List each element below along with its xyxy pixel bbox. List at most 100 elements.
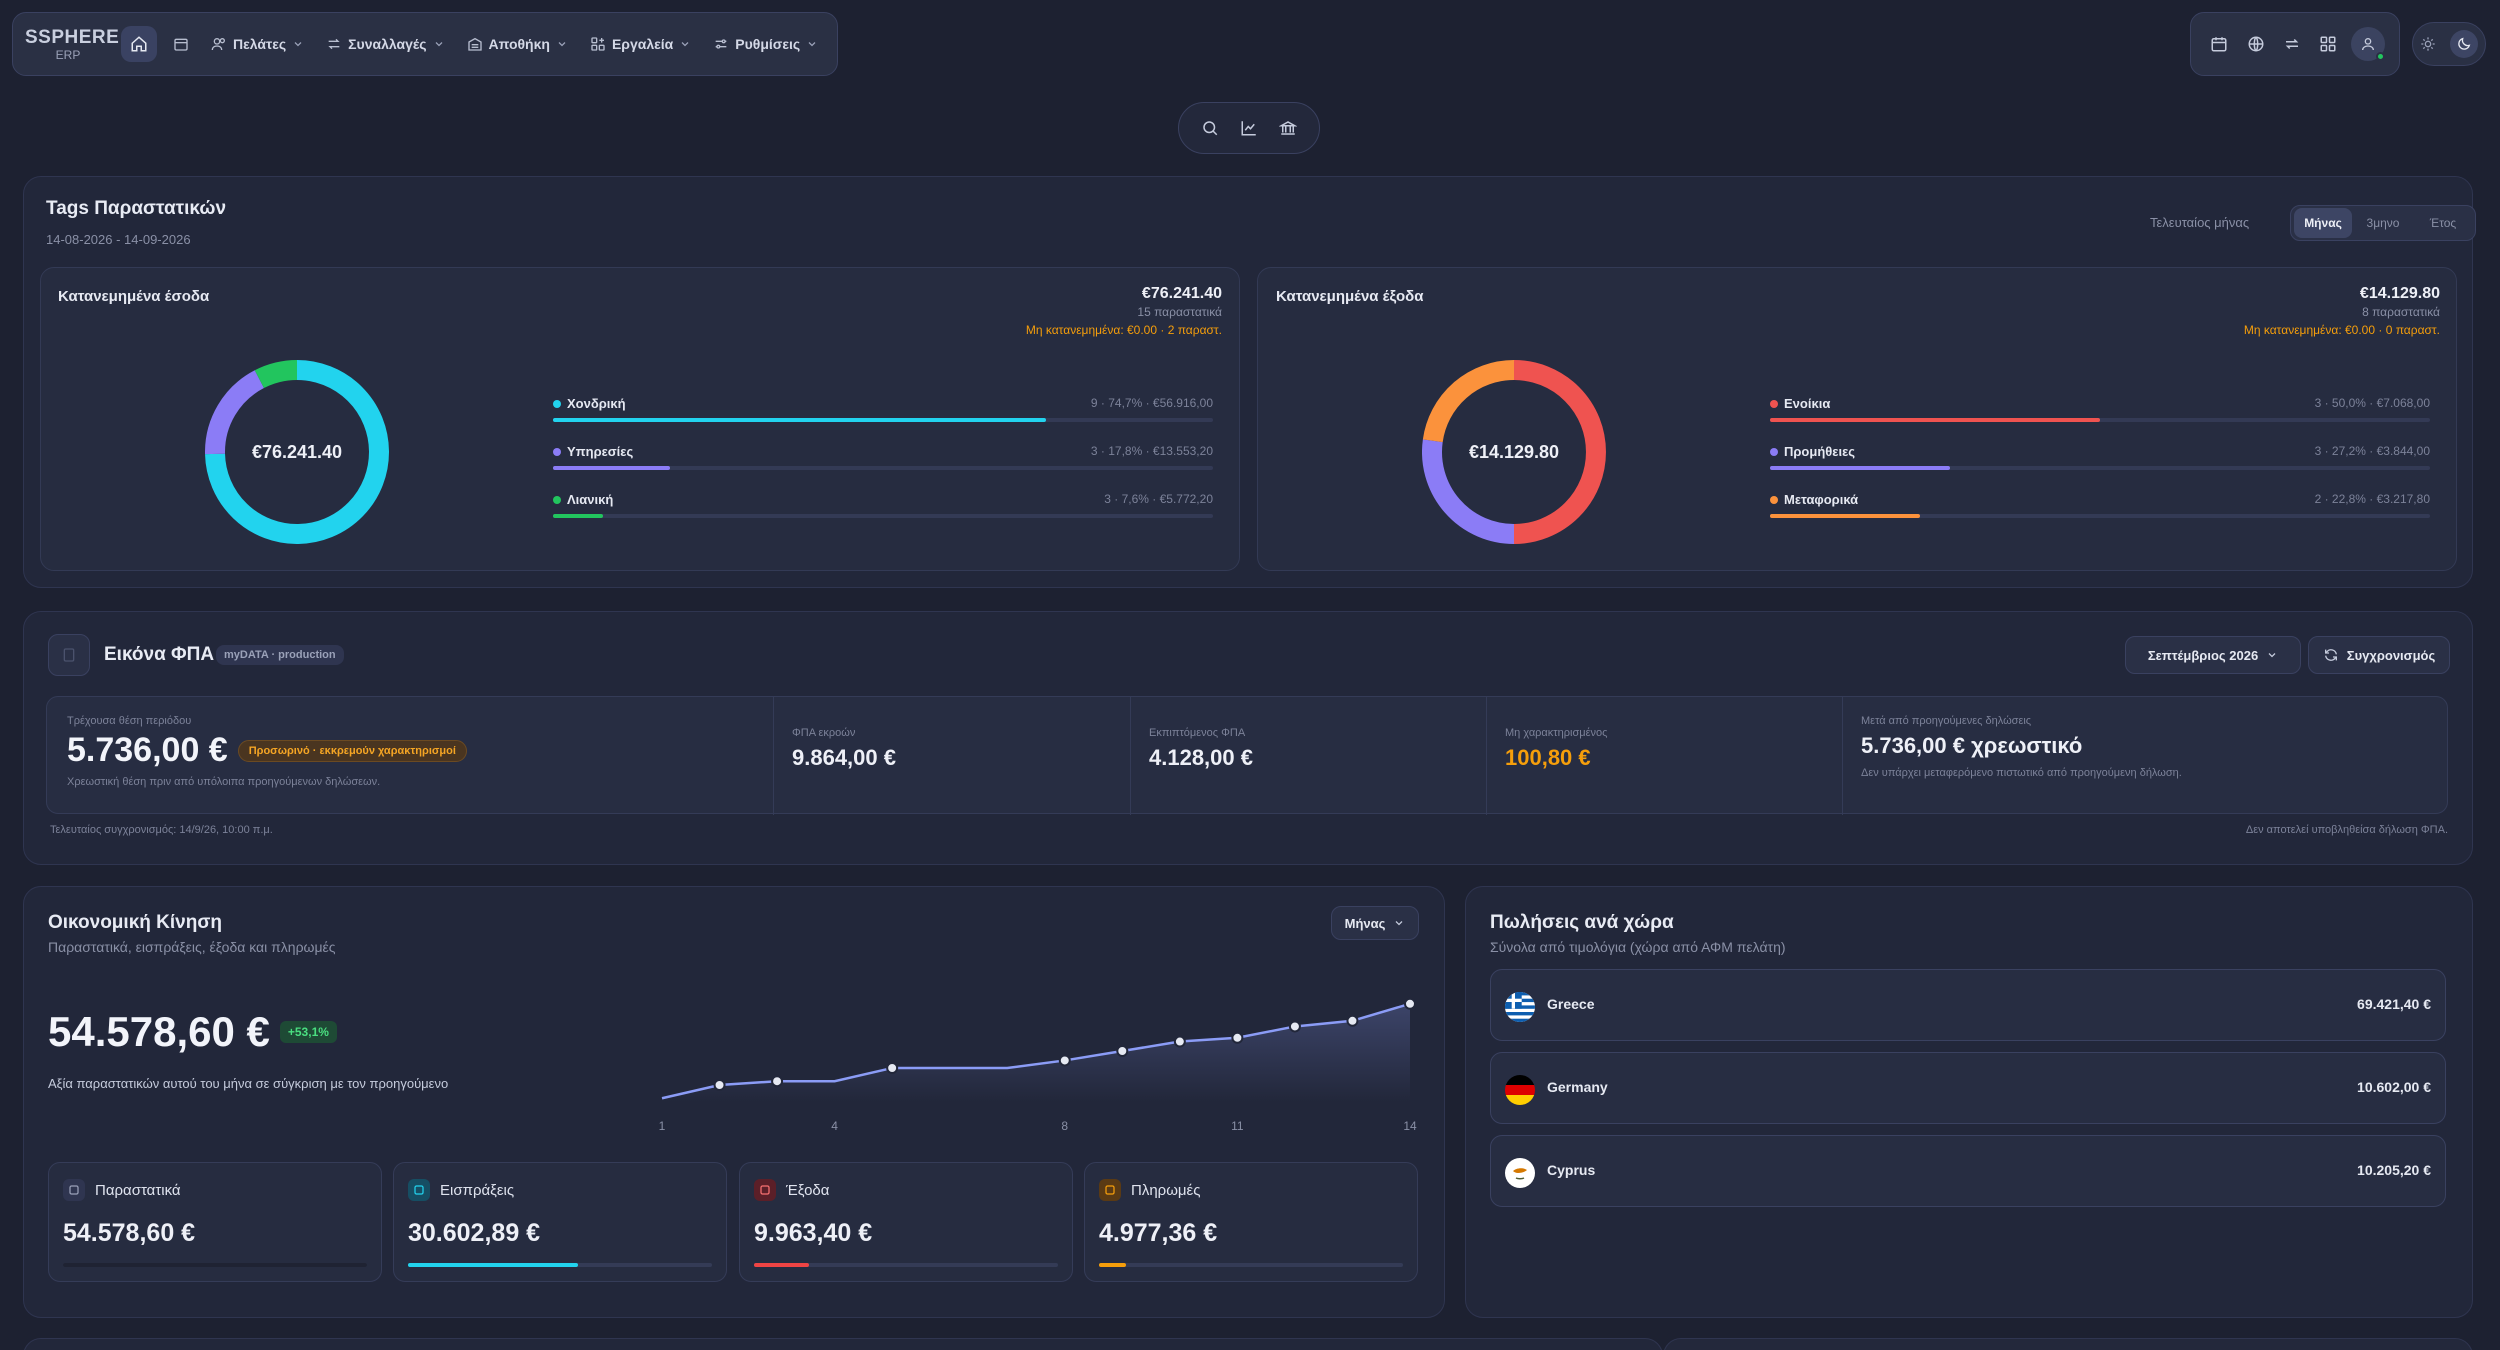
- data-point[interactable]: [713, 1079, 726, 1091]
- data-point[interactable]: [771, 1075, 784, 1088]
- sun-icon: [2421, 37, 2435, 51]
- country-row-cyprus[interactable]: Cyprus 10.205,20 €: [1490, 1135, 2446, 1207]
- data-point[interactable]: [1173, 1035, 1186, 1048]
- vat-deductible-label: Εκπιπτόμενος ΦΠΑ: [1149, 727, 1246, 739]
- vat-disclaimer: Δεν αποτελεί υποβληθείσα δήλωση ΦΠΑ.: [2245, 824, 2448, 836]
- legend-value: 3 · 7,6% · €5.772,20: [1104, 492, 1213, 506]
- data-point[interactable]: [1346, 1014, 1359, 1027]
- data-point[interactable]: [886, 1062, 899, 1074]
- line-area: [662, 1003, 1410, 1102]
- finance-total: 54.578,60 €: [48, 1008, 270, 1055]
- finance-subtitle: Παραστατικά, εισπράξεις, έξοδα και πληρω…: [48, 939, 336, 955]
- kpi-card-expenses[interactable]: Έξοδα 9.963,40 €: [739, 1162, 1073, 1282]
- nav-tools-label: Εργαλεία: [611, 36, 674, 52]
- vat-current: Τρέχουσα θέση περιόδου 5.736,00 € Προσωρ…: [67, 715, 807, 788]
- expense-totals: €14.129.80 8 παραστατικά Μη κατανεμημένα…: [2244, 285, 2440, 337]
- data-point[interactable]: [1231, 1031, 1244, 1044]
- calendar-button[interactable]: [167, 30, 195, 58]
- donut-slice[interactable]: [254, 360, 298, 389]
- legend-label: Υπηρεσίες: [567, 444, 634, 459]
- app-logo[interactable]: SSPHERE ERP: [25, 26, 120, 61]
- tags-date-range: 14-08-2026 - 14-09-2026: [46, 232, 191, 247]
- legend-row[interactable]: Ενοίκια 3 · 50,0% · €7.068,00: [1770, 396, 2430, 424]
- kpi-card-documents[interactable]: Παραστατικά 54.578,60 €: [48, 1162, 382, 1282]
- donut-slice[interactable]: [1422, 439, 1515, 544]
- data-point[interactable]: [1058, 1054, 1071, 1067]
- kpi-title: Εισπράξεις: [408, 1179, 514, 1201]
- donut-slice[interactable]: [1513, 360, 1606, 544]
- kpi-bar: [754, 1263, 1058, 1267]
- period-label: Τελευταίος μήνας: [2150, 215, 2250, 230]
- bank-icon: [1278, 121, 1297, 135]
- legend-value: 3 · 27,2% · €3.844,00: [2314, 444, 2430, 458]
- legend-label: Μεταφορικά: [1784, 492, 1859, 507]
- swap-icon: [2285, 38, 2299, 50]
- calendar-button[interactable]: [2205, 30, 2233, 58]
- kpi-card-payments[interactable]: Πληρωμές 4.977,36 €: [1084, 1162, 1418, 1282]
- legend-row[interactable]: Υπηρεσίες 3 · 17,8% · €13.553,20: [553, 444, 1213, 472]
- nav-settings[interactable]: Ρυθμίσεις: [707, 26, 824, 62]
- analytics-button[interactable]: [1235, 114, 1263, 142]
- data-point[interactable]: [1404, 997, 1416, 1010]
- legend-dot: [1770, 495, 1778, 504]
- period-month[interactable]: Μήνας: [2294, 208, 2352, 238]
- receipt-icon: [63, 648, 75, 662]
- finance-period-select[interactable]: Μήνας: [1331, 906, 1419, 940]
- expense-donut: [1422, 360, 1606, 544]
- donut-slice[interactable]: [205, 360, 389, 544]
- period-quarter[interactable]: 3μηνο: [2366, 216, 2400, 230]
- kpi-card-receipts[interactable]: Εισπράξεις 30.602,89 €: [393, 1162, 727, 1282]
- legend-row[interactable]: Μεταφορικά 2 · 22,8% · €3.217,80: [1770, 492, 2430, 520]
- nav-transactions-label: Συναλλαγές: [348, 36, 427, 52]
- country-row-germany[interactable]: Germany 10.602,00 €: [1490, 1052, 2446, 1124]
- nav-customers[interactable]: Πελάτες: [205, 26, 310, 62]
- user-icon: [2361, 38, 2374, 51]
- country-name: Germany: [1547, 1079, 1608, 1095]
- nav-tools[interactable]: Εργαλεία: [584, 26, 697, 62]
- calendar-icon: [2211, 37, 2227, 52]
- vat-output-label: ΦΠΑ εκροών: [792, 727, 856, 739]
- legend-row[interactable]: Προμήθειες 3 · 27,2% · €3.844,00: [1770, 444, 2430, 472]
- data-point[interactable]: [1288, 1020, 1301, 1033]
- vat-current-label: Τρέχουσα θέση περιόδου: [67, 715, 192, 727]
- legend-dot: [553, 447, 561, 456]
- vat-uncharacterized-label: Μη χαρακτηρισμένος: [1505, 727, 1608, 739]
- kpi-icon: [1099, 1179, 1121, 1201]
- legend-label: Λιανική: [567, 492, 614, 507]
- greece-flag-icon: [1505, 992, 1535, 1022]
- legend-fill: [1770, 514, 1921, 518]
- period-year[interactable]: Έτος: [2429, 216, 2457, 230]
- nav-transactions[interactable]: Συναλλαγές: [320, 26, 450, 62]
- user-avatar[interactable]: [2350, 27, 2385, 61]
- nav-warehouse[interactable]: Αποθήκη: [461, 26, 574, 62]
- expense-docs: 8 παραστατικά: [2362, 305, 2440, 319]
- vat-uncharacterized: Μη χαρακτηρισμένος 100,80 €: [1486, 697, 1842, 815]
- country-value: 10.205,20 €: [2357, 1162, 2431, 1178]
- vat-month-select[interactable]: Σεπτέμβριος 2026: [2125, 636, 2301, 674]
- x-tick-label: 14: [1403, 1119, 1417, 1133]
- expense-total: €14.129.80: [2359, 285, 2440, 302]
- legend-row[interactable]: Λιανική 3 · 7,6% · €5.772,20: [553, 492, 1213, 520]
- search-button[interactable]: [1196, 114, 1224, 142]
- donut-slice[interactable]: [1422, 360, 1515, 443]
- donut-slice[interactable]: [205, 370, 265, 455]
- country-row-greece[interactable]: Greece 69.421,40 €: [1490, 969, 2446, 1041]
- series-line: [661, 1002, 1411, 1100]
- finance-line-chart: 1 4 8 11 14: [659, 997, 1417, 1133]
- logo-line1: SSPHERE: [25, 26, 120, 48]
- theme-toggle[interactable]: [2412, 22, 2486, 66]
- apps-button[interactable]: [2314, 30, 2342, 58]
- legend-row[interactable]: Χονδρική 9 · 74,7% · €56.916,00: [553, 396, 1213, 424]
- kpi-bar-fill: [63, 1263, 367, 1267]
- bank-button[interactable]: [1274, 114, 1302, 142]
- apps-grid-icon: [2320, 36, 2336, 52]
- vat-sync-button[interactable]: Συγχρονισμός: [2308, 636, 2450, 674]
- language-button[interactable]: [2242, 30, 2270, 58]
- legend-track: [553, 466, 1213, 470]
- data-point[interactable]: [1116, 1045, 1129, 1057]
- switch-company-button[interactable]: [2278, 30, 2306, 58]
- chevron-down-icon: [294, 42, 302, 47]
- legend-value: 3 · 50,0% · €7.068,00: [2314, 396, 2430, 410]
- home-button[interactable]: [121, 26, 157, 62]
- legend-track: [553, 514, 1213, 518]
